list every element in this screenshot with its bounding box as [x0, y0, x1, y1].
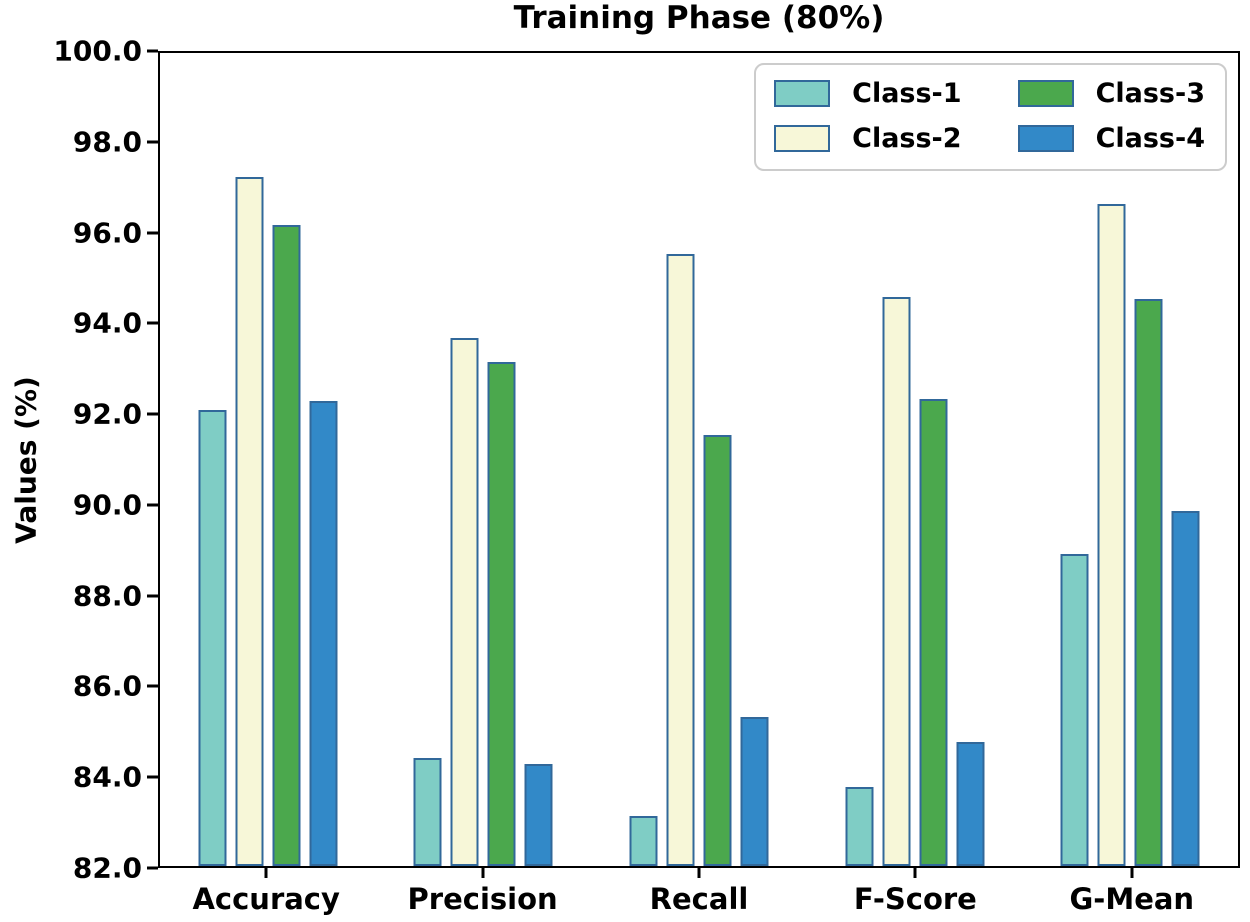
- bar-class-2-accuracy: [235, 177, 264, 866]
- legend-label-class-2: Class-2: [852, 123, 962, 154]
- y-tick-label: 94.0: [72, 306, 142, 340]
- y-tick-mark: [147, 594, 158, 598]
- bar-class-4-precision: [524, 764, 553, 866]
- bar-group-f-score: [845, 53, 985, 866]
- bar-class-4-accuracy: [309, 400, 338, 866]
- bar-class-3-g-mean: [1134, 299, 1163, 866]
- y-tick-label: 92.0: [72, 397, 142, 431]
- legend-item-class-2: Class-2: [774, 123, 962, 154]
- y-tick-label: 96.0: [72, 216, 142, 250]
- y-tick-mark: [147, 684, 158, 688]
- bar-class-2-precision: [450, 337, 479, 866]
- y-tick-mark: [147, 231, 158, 235]
- legend-label-class-1: Class-1: [852, 78, 962, 109]
- legend: Class-1 Class-2 Class-3 Class-4: [754, 63, 1227, 171]
- x-axis-ticks: Accuracy Precision Recall F-Score G-Mean: [158, 868, 1240, 922]
- bar-class-3-f-score: [919, 398, 948, 866]
- x-tick-mark: [481, 868, 485, 878]
- bar-group-precision: [413, 53, 553, 866]
- y-tick-mark: [147, 503, 158, 507]
- bar-class-1-f-score: [845, 786, 874, 866]
- bar-class-4-g-mean: [1171, 511, 1200, 866]
- bar-group-g-mean: [1060, 53, 1200, 866]
- y-tick-mark: [147, 140, 158, 144]
- legend-swatch-class-3: [1017, 80, 1074, 107]
- bar-class-3-precision: [487, 362, 516, 866]
- bar-class-1-recall: [629, 816, 658, 866]
- bar-class-2-g-mean: [1097, 204, 1126, 866]
- x-tick-mark: [697, 868, 701, 878]
- bar-class-1-accuracy: [198, 409, 227, 866]
- bar-class-1-precision: [413, 757, 442, 866]
- y-tick-label: 98.0: [72, 125, 142, 159]
- legend-swatch-class-4: [1017, 125, 1074, 152]
- legend-swatch-class-1: [774, 80, 831, 107]
- legend-item-class-1: Class-1: [774, 78, 962, 109]
- bar-class-4-f-score: [956, 741, 985, 866]
- x-tick-mark: [264, 868, 268, 878]
- plot-area: Class-1 Class-2 Class-3 Class-4: [158, 51, 1240, 868]
- x-tick-mark: [913, 868, 917, 878]
- y-tick-mark: [147, 321, 158, 325]
- y-tick-label: 88.0: [72, 579, 142, 613]
- bar-class-1-g-mean: [1060, 554, 1089, 866]
- legend-item-class-3: Class-3: [1017, 78, 1205, 109]
- chart-title: Training Phase (80%): [513, 0, 885, 36]
- y-tick-mark: [147, 775, 158, 779]
- x-tick-label-accuracy: Accuracy: [192, 882, 340, 916]
- y-tick-label: 100.0: [53, 34, 142, 68]
- bar-class-2-f-score: [882, 296, 911, 866]
- y-tick-label: 86.0: [72, 669, 142, 703]
- x-tick-label-g-mean: G-Mean: [1069, 882, 1195, 916]
- legend-swatch-class-2: [774, 125, 831, 152]
- x-tick-mark: [1130, 868, 1134, 878]
- x-tick-label-precision: Precision: [407, 882, 558, 916]
- bar-group-accuracy: [198, 53, 338, 866]
- bar-class-4-recall: [740, 716, 769, 866]
- y-tick-label: 82.0: [72, 851, 142, 885]
- x-tick-label-f-score: F-Score: [853, 882, 977, 916]
- legend-item-class-4: Class-4: [1017, 123, 1205, 154]
- y-tick-mark: [147, 866, 158, 870]
- bar-group-recall: [629, 53, 769, 866]
- y-tick-mark: [147, 412, 158, 416]
- y-tick-label: 84.0: [72, 760, 142, 794]
- legend-label-class-4: Class-4: [1095, 123, 1205, 154]
- x-tick-label-recall: Recall: [649, 882, 749, 916]
- bar-class-3-recall: [703, 434, 732, 866]
- y-axis-ticks: 82.0 84.0 86.0 88.0 90.0 92.0 94.0 96.0 98.0 100.…: [0, 35, 158, 885]
- bar-class-2-recall: [666, 254, 695, 866]
- legend-label-class-3: Class-3: [1095, 78, 1205, 109]
- bar-class-3-accuracy: [272, 224, 301, 866]
- y-tick-mark: [147, 49, 158, 53]
- y-tick-label: 90.0: [72, 488, 142, 522]
